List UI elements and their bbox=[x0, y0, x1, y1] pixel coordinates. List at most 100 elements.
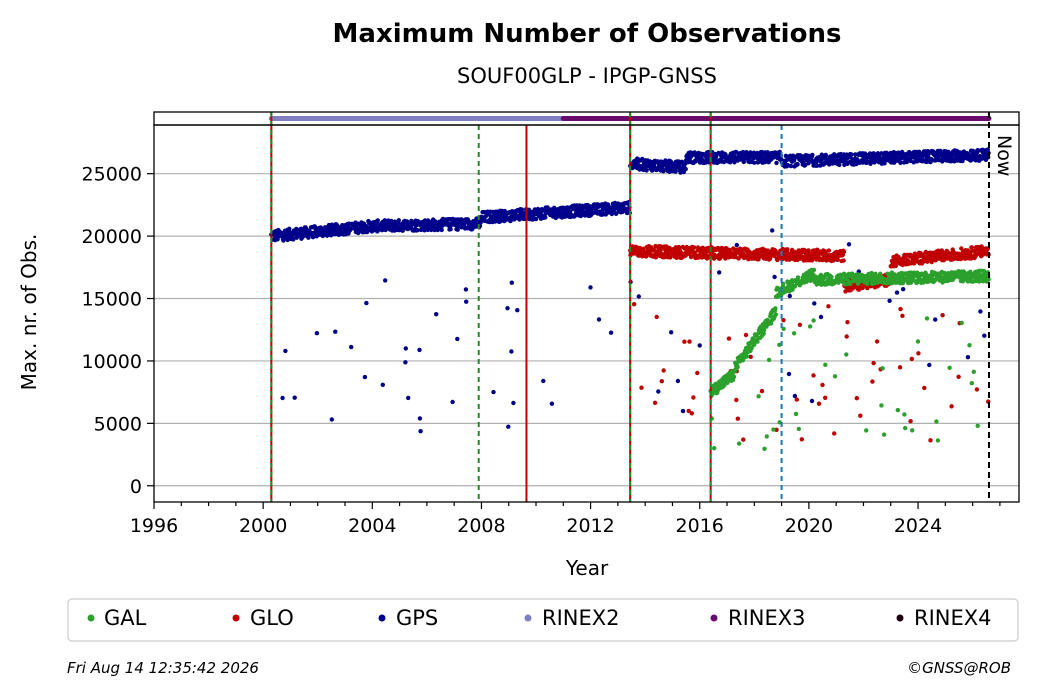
point-gal bbox=[811, 318, 816, 323]
series-glo bbox=[628, 243, 991, 443]
point-glo bbox=[898, 306, 903, 312]
point-gps bbox=[669, 330, 674, 335]
legend: GAL GLO GPS RINEX2 RINEX3 RINEX4 bbox=[67, 598, 1019, 642]
point-gal bbox=[771, 427, 776, 432]
point-gps bbox=[519, 207, 525, 212]
point-glo bbox=[735, 416, 740, 421]
legend-frame bbox=[67, 598, 1019, 642]
point-gal bbox=[864, 428, 869, 433]
point-glo bbox=[654, 314, 659, 320]
point-gps bbox=[545, 205, 550, 210]
point-gps bbox=[292, 395, 297, 400]
legend-label-gal: GAL bbox=[104, 606, 147, 630]
point-gps bbox=[375, 218, 380, 223]
point-gal bbox=[971, 369, 976, 374]
point-glo bbox=[860, 285, 865, 291]
point-glo bbox=[651, 247, 657, 252]
point-gal bbox=[796, 426, 801, 432]
point-gps bbox=[752, 160, 757, 165]
point-gps bbox=[985, 147, 990, 152]
legend-marker-rinex3 bbox=[710, 614, 718, 622]
point-glo bbox=[639, 385, 644, 390]
point-gps bbox=[568, 209, 573, 214]
point-gps bbox=[329, 417, 334, 422]
point-gal bbox=[777, 342, 782, 347]
point-glo bbox=[845, 320, 850, 325]
point-gps bbox=[439, 227, 444, 233]
point-gal bbox=[731, 374, 737, 379]
point-gps bbox=[505, 306, 510, 311]
point-gps bbox=[927, 362, 932, 368]
point-gps bbox=[868, 161, 873, 166]
point-glo bbox=[826, 304, 831, 309]
point-glo bbox=[929, 259, 934, 265]
point-gps bbox=[644, 168, 649, 173]
point-glo bbox=[940, 313, 945, 318]
point-gal bbox=[735, 364, 740, 370]
point-gal bbox=[804, 279, 809, 284]
point-gps bbox=[818, 314, 824, 320]
point-gps bbox=[588, 285, 593, 290]
point-glo bbox=[922, 385, 927, 391]
point-glo bbox=[687, 339, 692, 344]
point-gps bbox=[491, 389, 496, 395]
point-gps bbox=[508, 218, 513, 224]
legend-marker-gal bbox=[87, 614, 95, 622]
point-glo bbox=[844, 334, 849, 339]
point-gps bbox=[409, 218, 414, 224]
point-gal bbox=[959, 320, 964, 326]
point-glo bbox=[741, 437, 746, 442]
x-tick-label: 2000 bbox=[239, 515, 287, 537]
point-gps bbox=[510, 209, 515, 214]
point-gps bbox=[362, 374, 368, 380]
point-gal bbox=[915, 339, 921, 344]
point-gps bbox=[846, 242, 852, 247]
point-glo bbox=[843, 289, 848, 294]
point-gal bbox=[903, 425, 908, 431]
point-gps bbox=[680, 408, 686, 414]
point-glo bbox=[717, 256, 723, 261]
point-glo bbox=[928, 438, 933, 443]
point-glo bbox=[743, 332, 749, 338]
point-gal bbox=[924, 316, 930, 321]
point-gps bbox=[314, 331, 320, 336]
y-tick-label: 0 bbox=[130, 476, 142, 498]
chart-title: Maximum Number of Observations bbox=[333, 19, 842, 49]
point-gps bbox=[975, 148, 980, 153]
point-gal bbox=[811, 267, 817, 273]
legend-marker-rinex2 bbox=[524, 614, 532, 622]
point-gps bbox=[982, 333, 987, 338]
plot-area: 0 5000 10000 15000 20000 25000 1996 2000 2004 200… bbox=[82, 111, 1020, 537]
point-gal bbox=[712, 446, 717, 451]
point-gps bbox=[697, 343, 702, 348]
point-glo bbox=[689, 411, 694, 416]
point-gps bbox=[673, 169, 678, 174]
point-gps bbox=[683, 166, 688, 172]
point-glo bbox=[641, 246, 646, 251]
point-gps bbox=[894, 290, 900, 295]
x-tick-label: 2020 bbox=[785, 515, 833, 537]
point-glo bbox=[631, 302, 637, 307]
point-gps bbox=[380, 382, 385, 387]
point-gps bbox=[656, 389, 661, 394]
x-axis-label: Year bbox=[565, 556, 609, 580]
point-gal bbox=[969, 381, 974, 386]
point-gps bbox=[403, 346, 408, 351]
legend-marker-gps bbox=[378, 614, 386, 622]
point-gal bbox=[986, 277, 991, 282]
point-gps bbox=[455, 336, 460, 342]
point-gps bbox=[364, 300, 369, 306]
point-gal bbox=[924, 272, 929, 277]
point-gal bbox=[761, 327, 767, 333]
point-gps bbox=[464, 299, 469, 304]
point-gps bbox=[541, 378, 546, 384]
legend-label-gps: GPS bbox=[396, 606, 438, 630]
point-gal bbox=[902, 412, 907, 417]
point-gps bbox=[291, 237, 296, 242]
point-glo bbox=[785, 247, 790, 252]
point-glo bbox=[682, 339, 687, 344]
point-glo bbox=[858, 413, 863, 418]
point-glo bbox=[854, 396, 859, 401]
point-gps bbox=[596, 317, 602, 322]
point-gps bbox=[770, 228, 775, 233]
